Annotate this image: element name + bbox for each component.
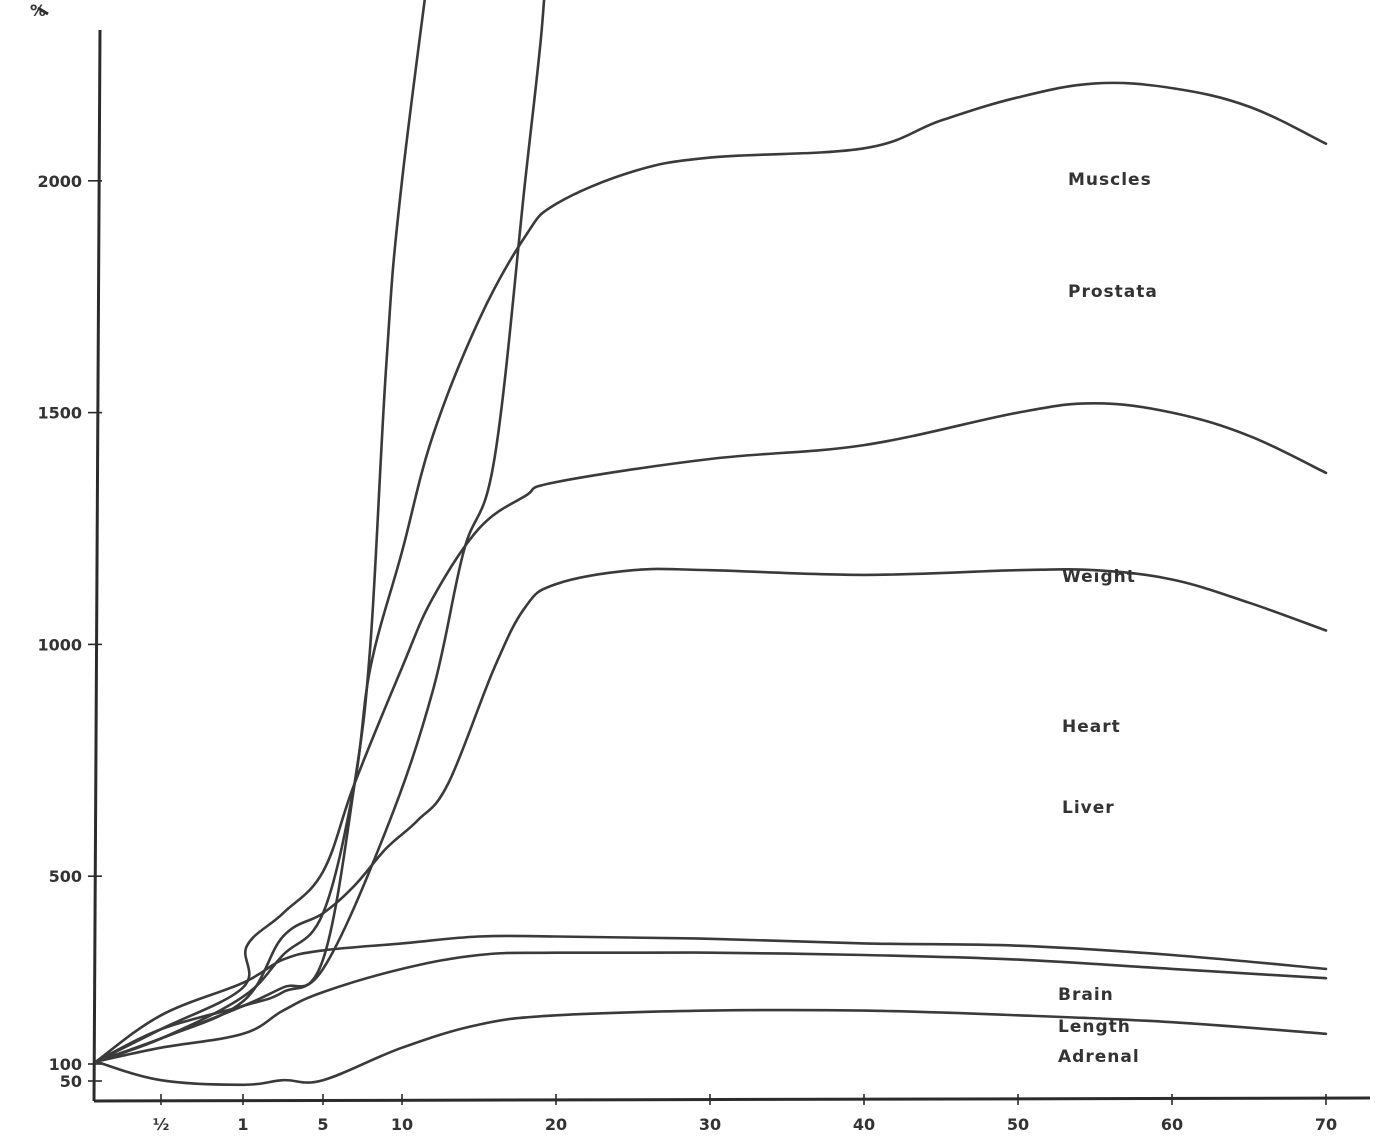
x-tick-label: 50: [1007, 1115, 1029, 1134]
axes: %: [30, 1, 1371, 1103]
x-tick-label: ½: [153, 1115, 170, 1134]
y-tick-label: 500: [49, 867, 82, 886]
y-ticks: 4500400035003000250020001500100050010050: [37, 172, 102, 1091]
x-ticks: ½ 1 5 10 20 30 40 50 60 70: [153, 1094, 1337, 1134]
x-tick-label: 30: [699, 1115, 721, 1134]
x-tick-label: 40: [853, 1115, 875, 1134]
series-lines: [94, 0, 1328, 1087]
x-tick-label: 70: [1315, 1115, 1337, 1134]
series-line-heart: [94, 402, 1328, 1063]
series-line-weight: [94, 81, 1328, 1063]
series-line-brain: [94, 934, 1328, 1063]
y-axis-unit-mark: %: [30, 1, 46, 20]
series-labels: Muscles Prostata Weight Heart Liver Brain Leng…: [1058, 170, 1158, 1067]
y-tick-label: 1000: [37, 635, 82, 654]
x-tick-label: 1: [237, 1115, 248, 1134]
y-tick-label: 2000: [37, 172, 82, 191]
series-line-prostata: [94, 0, 546, 1063]
x-tick-label: 10: [391, 1115, 413, 1134]
y-tick-label: 100: [49, 1055, 82, 1074]
series-label-brain: Brain: [1058, 985, 1114, 1005]
series-label-adrenal: Adrenal: [1058, 1047, 1140, 1067]
y-tick-label: 50: [60, 1072, 82, 1091]
x-tick-label: 20: [545, 1115, 567, 1134]
series-label-prostata: Prostata: [1068, 282, 1158, 302]
y-axis-top-mark: [37, 6, 49, 16]
series-label-muscles: Muscles: [1068, 170, 1152, 190]
x-axis-line: [93, 1096, 1371, 1103]
x-tick-label: 60: [1161, 1115, 1183, 1134]
series-line-adrenal: [94, 1008, 1328, 1087]
y-tick-label: 1500: [37, 404, 82, 423]
y-axis-line: [92, 29, 102, 1102]
series-label-heart: Heart: [1062, 717, 1121, 737]
series-label-liver: Liver: [1062, 798, 1115, 818]
series-line-liver: [94, 567, 1328, 1063]
series-line-length: [94, 951, 1328, 1063]
series-label-length: Length: [1058, 1017, 1131, 1037]
x-tick-label: 5: [317, 1115, 328, 1134]
series-label-weight: Weight: [1062, 567, 1136, 587]
